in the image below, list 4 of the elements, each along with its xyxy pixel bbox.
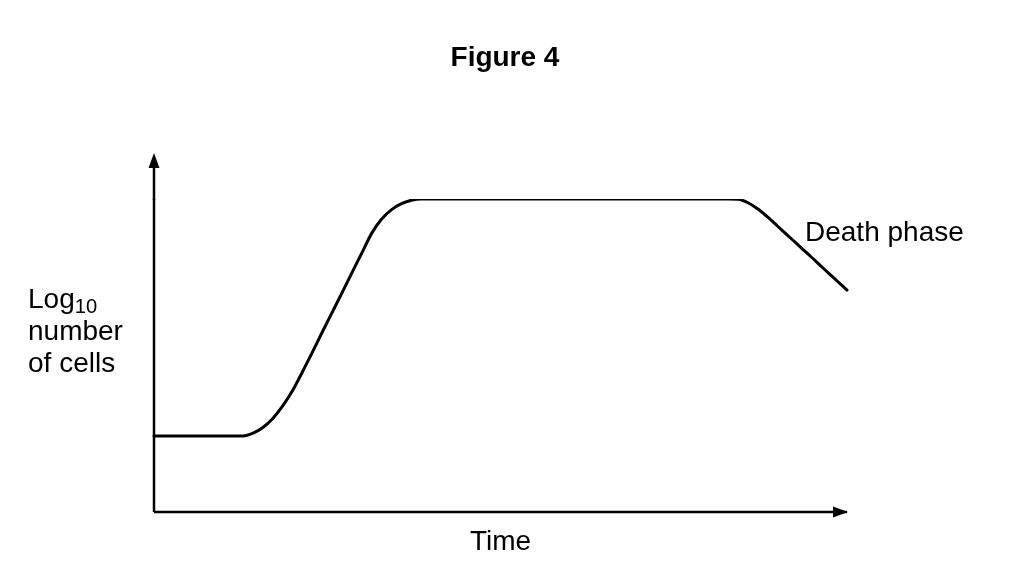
x-axis-title: Time (469, 525, 532, 556)
annotation: Death phase (805, 216, 964, 247)
chart-title: Figure 4 (450, 41, 560, 72)
y-axis-title: Log$_{10}$ number of cells (28, 283, 123, 378)
